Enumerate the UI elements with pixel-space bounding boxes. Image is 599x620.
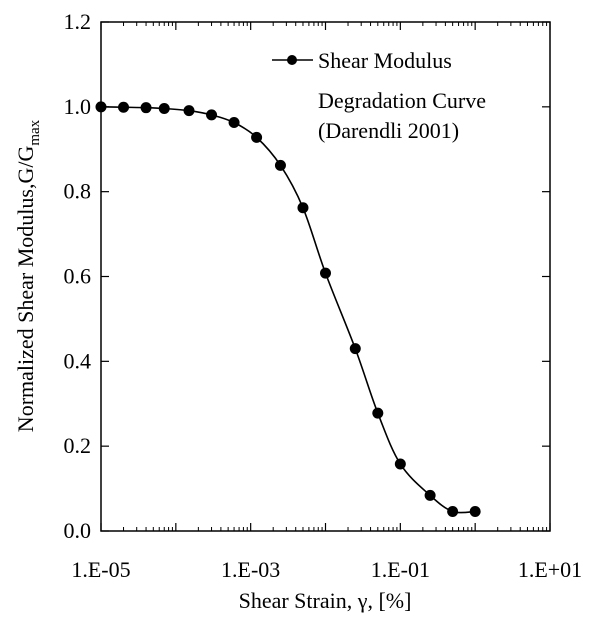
legend-line-2: Degradation Curve: [318, 88, 486, 113]
data-point: [251, 131, 263, 143]
y-tick-label: 0.6: [64, 264, 92, 289]
legend-marker: [287, 55, 297, 65]
data-point: [320, 267, 331, 279]
y-tick-label: 1.2: [64, 9, 92, 34]
y-tick-label: 0.4: [64, 348, 92, 373]
legend-line-1: Shear Modulus: [318, 48, 452, 73]
data-point: [158, 103, 170, 115]
legend: Shear Modulus Degradation Curve (Darendl…: [272, 48, 486, 143]
data-point: [469, 505, 481, 517]
data-point: [372, 407, 384, 419]
x-axis-ticks: 1.E-05 1.E-03 1.E-01 1.E+01: [71, 557, 582, 582]
data-point: [424, 489, 436, 501]
data-point: [206, 109, 218, 121]
legend-line-3: (Darendli 2001): [318, 118, 459, 143]
minor-ticks: [100, 22, 551, 531]
data-point: [447, 505, 459, 517]
y-axis-ticks: 0.0 0.2 0.4 0.6 0.8 1.0 1.2: [64, 9, 550, 543]
data-point: [274, 159, 286, 171]
data-point: [349, 343, 361, 355]
y-axis-label-subscript: max: [27, 119, 43, 145]
x-tick-label: 1.E-05: [71, 557, 130, 582]
x-tick-label: 1.E-01: [371, 557, 430, 582]
y-axis-label: Normalized Shear Modulus,G/Gmax: [13, 119, 43, 432]
data-point: [95, 101, 107, 113]
data-point: [297, 202, 309, 214]
data-point: [118, 101, 130, 113]
y-tick-label: 1.0: [64, 94, 92, 119]
data-point: [183, 105, 195, 117]
series-line: [100, 106, 476, 514]
data-point: [140, 102, 152, 114]
x-tick-label: 1.E-03: [221, 557, 280, 582]
y-axis-label-main: Normalized Shear Modulus,G/G: [13, 146, 38, 433]
y-tick-label: 0.8: [64, 179, 92, 204]
y-tick-label: 0.2: [64, 433, 92, 458]
x-axis-label: Shear Strain, γ, [%]: [239, 588, 412, 613]
y-tick-label: 0.0: [64, 518, 92, 543]
series-group: [95, 101, 481, 517]
x-tick-label: 1.E+01: [518, 557, 582, 582]
data-point: [394, 458, 406, 470]
data-point: [228, 117, 240, 129]
